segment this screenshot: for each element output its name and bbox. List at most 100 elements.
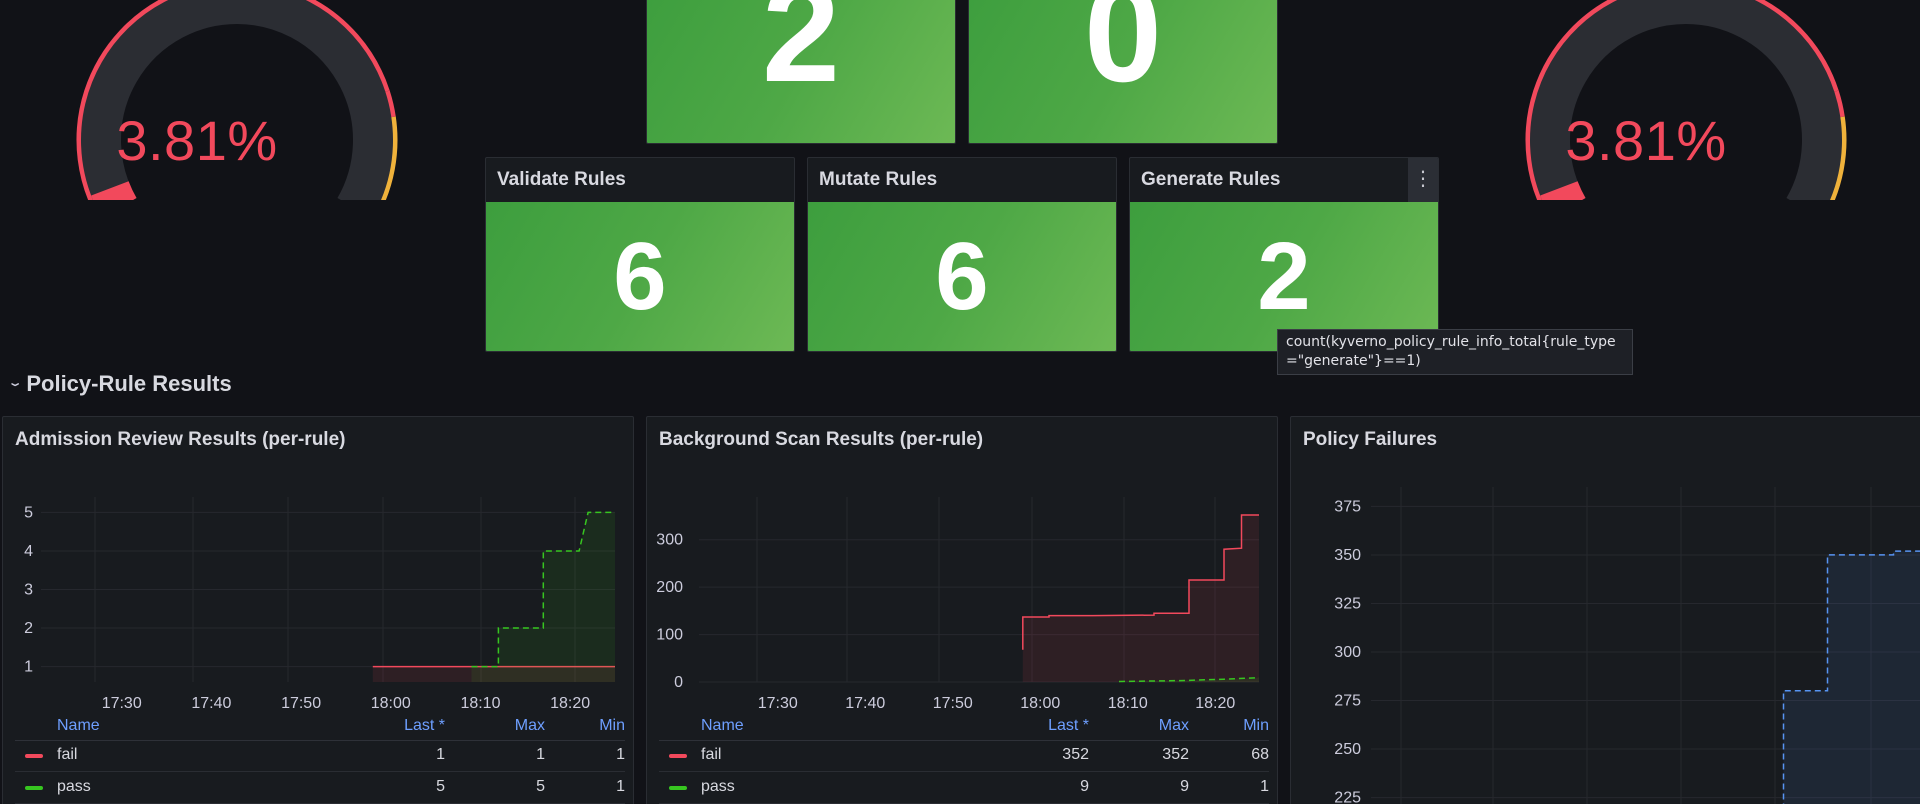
stat-panel-mutate-rules[interactable]: Mutate Rules 6 — [807, 157, 1117, 352]
legend-last: 9 — [1080, 778, 1089, 795]
stat-value: 0 — [1084, 0, 1162, 111]
legend-min: 1 — [1260, 778, 1269, 795]
gauge-arc — [76, 0, 398, 200]
x-tick-label: 17:50 — [281, 695, 321, 712]
stat-panel-top-2[interactable]: 0 — [968, 0, 1278, 144]
legend-series-name: fail — [57, 746, 78, 763]
stat-title: Generate Rules — [1141, 169, 1281, 190]
panel-title: Policy Failures — [1303, 429, 1438, 450]
y-tick-label: 1 — [24, 659, 33, 676]
x-tick-label: 17:30 — [758, 695, 798, 712]
y-tick-label: 2 — [24, 620, 33, 637]
stat-value: 6 — [613, 223, 667, 330]
legend-max: 352 — [1162, 746, 1189, 763]
gauge-left: 3.81% — [57, 0, 417, 200]
legend-last: 1 — [436, 746, 445, 763]
stat-title: Validate Rules — [497, 169, 626, 190]
panel-background-scan[interactable]: Background Scan Results (per-rule) 0 100 2… — [646, 416, 1278, 804]
series-area — [471, 512, 615, 682]
gauge-track — [1530, 0, 1842, 200]
legend-row-pass[interactable]: pass 5 5 1 — [15, 774, 625, 804]
legend-col-last[interactable]: Last * — [404, 717, 445, 734]
gauge-fill — [1540, 180, 1586, 200]
legend-series-name: pass — [701, 778, 735, 795]
x-tick-label: 17:50 — [933, 695, 973, 712]
stat-panel-generate-rules[interactable]: Generate Rules ⋮ 2 — [1129, 157, 1439, 352]
y-tick-label: 300 — [656, 532, 683, 549]
threshold-band-red — [384, 90, 396, 118]
x-tick-label: 17:40 — [845, 695, 885, 712]
legend-min: 1 — [616, 746, 625, 763]
y-tick-label: 100 — [656, 627, 683, 644]
y-tick-label: 375 — [1334, 498, 1361, 515]
panel-title: Background Scan Results (per-rule) — [659, 429, 984, 450]
x-tick-label: 18:00 — [371, 695, 411, 712]
row-header-policy-rule-results[interactable]: › Policy-Rule Results — [6, 371, 232, 397]
stat-value-area: 2 — [647, 0, 955, 143]
chevron-down-icon: › — [5, 381, 27, 387]
y-tick-label: 5 — [24, 504, 33, 521]
panel-admission-review[interactable]: Admission Review Results (per-rule) 1 2 3 4… — [2, 416, 634, 804]
legend-min: 68 — [1251, 746, 1269, 763]
legend-row-fail[interactable]: fail 352 352 68 — [659, 742, 1269, 772]
legend-col-last[interactable]: Last * — [1048, 717, 1089, 734]
x-tick-label: 17:30 — [102, 695, 142, 712]
series-line — [471, 511, 615, 668]
timeseries-chart: 1 2 3 4 5 17:30 17:40 17:50 18:00 18:10 18:20 — [24, 497, 615, 712]
stat-value-area: 2 — [1130, 202, 1438, 351]
threshold-band-red — [1525, 0, 1839, 200]
legend-col-max[interactable]: Max — [514, 717, 545, 734]
legend-row-pass[interactable]: pass 9 9 1 — [659, 774, 1269, 804]
stat-value-area: 6 — [808, 202, 1116, 351]
y-tick-label: 350 — [1334, 547, 1361, 564]
stat-panel-top-1[interactable]: 2 — [646, 0, 956, 144]
legend-last: 5 — [436, 778, 445, 795]
gauge-value: 3.81% — [1565, 109, 1727, 172]
legend-col-max[interactable]: Max — [1158, 717, 1189, 734]
y-tick-label: 4 — [24, 543, 33, 560]
stat-value: 2 — [762, 0, 840, 111]
legend-col-name[interactable]: Name — [57, 717, 100, 734]
legend-row-fail[interactable]: fail 1 1 1 — [15, 742, 625, 772]
series-area — [1022, 515, 1259, 682]
legend-last: 352 — [1062, 746, 1089, 763]
series-area — [372, 666, 615, 682]
legend-col-name[interactable]: Name — [701, 717, 744, 734]
legend-col-min[interactable]: Min — [1243, 717, 1269, 734]
panel-title: Admission Review Results (per-rule) — [15, 429, 346, 450]
y-tick-label: 275 — [1334, 693, 1361, 710]
query-tooltip: count(kyverno_policy_rule_info_total{rul… — [1277, 329, 1633, 375]
stat-title: Mutate Rules — [819, 169, 938, 190]
gauge-right: 3.81% — [1506, 0, 1866, 200]
row-title: Policy-Rule Results — [26, 371, 232, 396]
x-tick-label: 17:40 — [191, 695, 231, 712]
series-color-swatch — [25, 754, 43, 758]
series-line — [1118, 676, 1260, 683]
threshold-band-amber — [380, 116, 398, 200]
series-line — [1022, 514, 1259, 650]
x-tick-label: 18:10 — [1108, 695, 1148, 712]
legend-min: 1 — [616, 778, 625, 795]
x-tick-label: 18:10 — [460, 695, 500, 712]
y-tick-label: 250 — [1334, 741, 1361, 758]
y-tick-label: 200 — [656, 579, 683, 596]
y-tick-label: 325 — [1334, 595, 1361, 612]
y-tick-label: 3 — [24, 582, 33, 599]
threshold-band-red — [76, 0, 390, 200]
y-tick-label: 300 — [1334, 644, 1361, 661]
legend-max: 5 — [536, 778, 545, 795]
x-tick-label: 18:00 — [1020, 695, 1060, 712]
stat-panel-validate-rules[interactable]: Validate Rules 6 — [485, 157, 795, 352]
legend-header: Name Last * Max Min — [659, 713, 1269, 741]
legend-series-name: fail — [701, 746, 722, 763]
y-tick-label: 0 — [674, 674, 683, 691]
timeseries-chart: 0 100 200 300 17:30 17:40 17:50 18:00 18:10 18:20 — [656, 497, 1260, 712]
gauge-fill — [91, 180, 137, 200]
legend-header: Name Last * Max Min — [15, 713, 625, 741]
panel-policy-failures[interactable]: Policy Failures 225 250 275 300 325 350 375 — [1290, 416, 1920, 804]
gauge-value: 3.81% — [116, 109, 278, 172]
x-tick-label: 18:20 — [550, 695, 590, 712]
legend-series-name: pass — [57, 778, 91, 795]
legend-col-min[interactable]: Min — [599, 717, 625, 734]
panel-menu-icon[interactable]: ⋮ — [1408, 158, 1438, 202]
